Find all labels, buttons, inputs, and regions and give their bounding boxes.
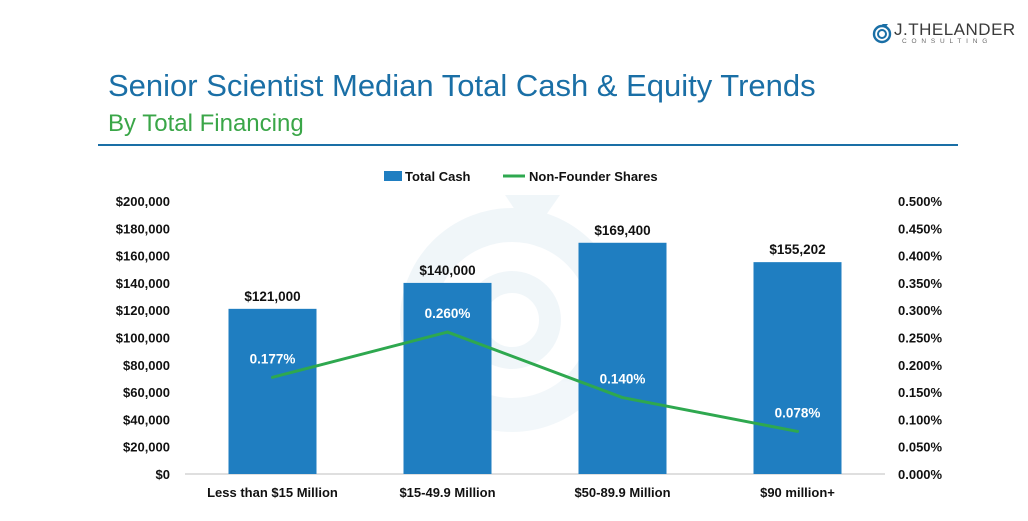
right-axis-tick: 0.400% bbox=[898, 249, 943, 264]
left-axis-tick: $20,000 bbox=[123, 440, 170, 455]
right-axis-tick: 0.450% bbox=[898, 221, 943, 236]
bar-data-label: $140,000 bbox=[419, 263, 475, 278]
line-series bbox=[271, 330, 799, 433]
right-axis-tick: 0.150% bbox=[898, 385, 943, 400]
line-point bbox=[621, 396, 624, 400]
line-point bbox=[446, 330, 449, 334]
bar-data-label: $155,202 bbox=[769, 242, 825, 257]
bar-data-label: $121,000 bbox=[244, 289, 300, 304]
line-point bbox=[796, 429, 799, 433]
line-data-label: 0.260% bbox=[425, 306, 471, 321]
bar-labels: $121,000 $140,000 $169,400 $155,202 bbox=[244, 223, 825, 304]
x-axis-category-label: $50-89.9 Million bbox=[574, 485, 670, 500]
spiral-logo-icon bbox=[872, 24, 892, 44]
line-data-label: 0.078% bbox=[775, 405, 821, 420]
bar-data-label: $169,400 bbox=[594, 223, 650, 238]
left-axis-tick: $0 bbox=[156, 467, 170, 482]
right-axis-tick: 0.500% bbox=[898, 194, 943, 209]
legend-bar-swatch bbox=[384, 171, 402, 181]
legend-item-total-cash: Total Cash bbox=[405, 169, 471, 184]
left-axis-tick: $200,000 bbox=[116, 194, 170, 209]
logo-name: J.THELANDER bbox=[894, 20, 1016, 39]
bar-series bbox=[228, 242, 842, 474]
chart-legend: Total Cash Non-Founder Shares bbox=[384, 169, 658, 184]
right-axis-tick: 0.000% bbox=[898, 467, 943, 482]
left-axis-tick: $160,000 bbox=[116, 249, 170, 264]
line-path bbox=[272, 330, 798, 433]
right-axis-tick: 0.250% bbox=[898, 331, 943, 346]
left-axis-tick: $60,000 bbox=[123, 385, 170, 400]
page-title: Senior Scientist Median Total Cash & Equ… bbox=[108, 68, 816, 103]
right-axis-tick: 0.100% bbox=[898, 412, 943, 427]
line-point bbox=[271, 375, 274, 379]
bar bbox=[403, 282, 492, 474]
company-logo: J.THELANDER CONSULTING bbox=[872, 20, 1015, 50]
bar bbox=[228, 308, 317, 474]
left-axis-tick: $100,000 bbox=[116, 331, 170, 346]
line-data-label: 0.177% bbox=[250, 351, 296, 366]
right-axis-tick: 0.050% bbox=[898, 440, 943, 455]
x-axis-category-label: Less than $15 Million bbox=[207, 485, 338, 500]
line-labels: 0.177% 0.260% 0.140% 0.078% bbox=[250, 306, 821, 420]
right-axis-tick: 0.300% bbox=[898, 303, 943, 318]
legend-item-non-founder-shares: Non-Founder Shares bbox=[529, 169, 658, 184]
bar bbox=[753, 262, 842, 474]
left-axis-tick: $120,000 bbox=[116, 303, 170, 318]
x-axis-category-label: $90 million+ bbox=[760, 485, 835, 500]
right-axis-tick: 0.350% bbox=[898, 276, 943, 291]
left-axis-tick: $140,000 bbox=[116, 276, 170, 291]
page-subtitle: By Total Financing bbox=[108, 110, 304, 137]
bar bbox=[578, 242, 667, 474]
left-axis-tick: $80,000 bbox=[123, 358, 170, 373]
logo-subtitle: CONSULTING bbox=[902, 38, 993, 45]
right-axis: 0.000% 0.050% 0.100% 0.150% 0.200% 0.250% 0.30… bbox=[898, 194, 943, 482]
line-data-label: 0.140% bbox=[600, 372, 646, 387]
left-axis-tick: $40,000 bbox=[123, 412, 170, 427]
x-axis-category-label: $15-49.9 Million bbox=[399, 485, 495, 500]
left-axis-tick: $180,000 bbox=[116, 221, 170, 236]
title-divider bbox=[98, 144, 958, 146]
right-axis-tick: 0.200% bbox=[898, 358, 943, 373]
left-axis: $0 $20,000 $40,000 $60,000 $80,000 $100,000 $1… bbox=[116, 194, 170, 482]
x-axis-categories: Less than $15 Million $15-49.9 Million $50… bbox=[207, 485, 835, 500]
